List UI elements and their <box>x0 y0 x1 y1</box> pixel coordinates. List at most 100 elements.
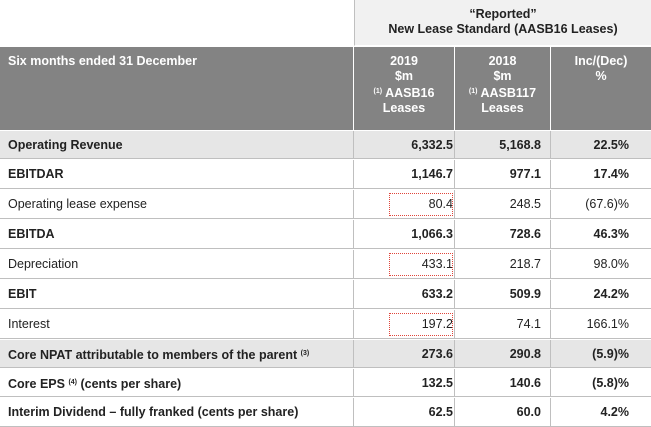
value-2018: 977.1 <box>509 167 541 181</box>
column-divider <box>353 131 354 159</box>
row-label-text: EBITDAR <box>8 167 64 181</box>
row-label-text: Core EPS <box>8 377 65 391</box>
row-label: Interest <box>8 310 50 339</box>
value-2019: 273.6 <box>421 347 453 361</box>
value-2019: 433.1 <box>421 257 453 271</box>
column-divider <box>454 310 455 339</box>
row-label: Operating lease expense <box>8 190 147 219</box>
column-divider <box>454 250 455 279</box>
row-label-text: Core NPAT attributable to members of the… <box>8 348 298 362</box>
header-divider <box>550 47 551 130</box>
value-change: 166.1% <box>586 317 629 331</box>
header-col-2018: 2018 $m (1) AASB117 Leases <box>455 54 550 116</box>
value-2019: 1,066.3 <box>411 227 453 241</box>
value-change: 22.5% <box>593 138 629 152</box>
row-label-text: Depreciation <box>8 257 79 271</box>
footnote-marker: (3) <box>300 350 310 357</box>
table-row: Interim Dividend – fully franked (cents … <box>0 398 651 427</box>
row-label: Depreciation <box>8 250 78 279</box>
value-2018: 290.8 <box>509 347 541 361</box>
value-2018: 5,168.8 <box>499 138 541 152</box>
row-label: Core EPS (4) (cents per share) <box>8 369 181 398</box>
header-divider <box>454 47 455 130</box>
column-divider <box>550 398 551 427</box>
row-label-text: Operating Revenue <box>8 138 123 152</box>
table-row: EBITDA 1,066.3 728.6 46.3% <box>0 220 651 249</box>
highlight-box <box>389 193 453 216</box>
value-2018: 728.6 <box>509 227 541 241</box>
reported-header-line2: New Lease Standard (AASB16 Leases) <box>388 22 618 36</box>
table-row: Interest 197.2 74.1 166.1% <box>0 310 651 339</box>
value-change: 46.3% <box>593 227 629 241</box>
row-label: Interim Dividend – fully franked (cents … <box>8 398 298 427</box>
table-header: Six months ended 31 December 2019 $m (1)… <box>0 47 651 130</box>
value-2018: 509.9 <box>509 287 541 301</box>
header-2019-unit: $m <box>394 69 414 83</box>
reported-header: “Reported” New Lease Standard (AASB16 Le… <box>354 0 651 46</box>
footnote-marker: (1) <box>468 88 478 95</box>
column-divider <box>454 160 455 189</box>
column-divider <box>550 190 551 219</box>
header-change-label: Inc/(Dec) <box>574 54 628 68</box>
column-divider <box>454 398 455 427</box>
header-period-label: Six months ended 31 December <box>8 54 197 68</box>
row-label: Core NPAT attributable to members of the… <box>8 340 309 369</box>
value-2019: 132.5 <box>421 376 453 390</box>
column-divider <box>353 398 354 427</box>
header-col-2019: 2019 $m (1) AASB16 Leases <box>354 54 454 116</box>
header-2018-leases: Leases <box>481 101 524 115</box>
row-label-text: EBITDA <box>8 227 55 241</box>
column-divider <box>454 340 455 368</box>
value-change: 4.2% <box>600 405 630 419</box>
value-change: (67.6)% <box>585 197 629 211</box>
header-2018-standard: (1) AASB117 <box>455 84 550 101</box>
column-divider <box>550 280 551 309</box>
value-2018: 140.6 <box>509 376 541 390</box>
value-change: 17.4% <box>593 167 629 181</box>
value-2019: 62.5 <box>428 405 453 419</box>
table-row: EBITDAR 1,146.7 977.1 17.4% <box>0 160 651 189</box>
header-2018-year: 2018 <box>488 54 517 68</box>
value-2018: 60.0 <box>516 405 541 419</box>
column-divider <box>550 160 551 189</box>
column-divider <box>454 220 455 249</box>
column-divider <box>550 310 551 339</box>
header-2018-unit: $m <box>493 69 512 83</box>
column-divider <box>454 190 455 219</box>
value-2019: 80.4 <box>428 197 453 211</box>
value-change: 24.2% <box>593 287 629 301</box>
value-2018: 248.5 <box>509 197 541 211</box>
column-divider <box>550 369 551 397</box>
row-label: Operating Revenue <box>8 131 123 159</box>
table-row: EBIT 633.2 509.9 24.2% <box>0 280 651 309</box>
column-divider <box>353 190 354 219</box>
column-divider <box>550 220 551 249</box>
column-divider <box>353 250 354 279</box>
header-2019-leases: Leases <box>382 101 426 115</box>
column-divider <box>454 131 455 159</box>
column-divider <box>550 131 551 159</box>
footnote-marker: (1) <box>373 88 383 95</box>
header-2018-standard-text: AASB117 <box>480 86 537 100</box>
table-row: Core NPAT attributable to members of the… <box>0 340 651 368</box>
highlight-box <box>389 253 453 276</box>
row-label-text: Operating lease expense <box>8 197 147 211</box>
table-row: Operating lease expense 80.4 248.5 (67.6)% <box>0 190 651 219</box>
value-change: (5.8)% <box>592 376 629 390</box>
row-label-text: Interest <box>8 317 50 331</box>
value-2019: 6,332.5 <box>411 138 453 152</box>
value-change: 98.0% <box>593 257 629 271</box>
column-divider <box>550 250 551 279</box>
row-label: EBIT <box>8 280 36 309</box>
reported-header-line1: “Reported” <box>469 7 537 21</box>
value-2019: 633.2 <box>421 287 453 301</box>
column-divider <box>353 369 354 397</box>
table-row: Depreciation 433.1 218.7 98.0% <box>0 250 651 279</box>
column-divider <box>353 340 354 368</box>
table-row: Core EPS (4) (cents per share) 132.5 140.6… <box>0 369 651 397</box>
row-label-suffix: (cents per share) <box>77 377 182 391</box>
highlight-box <box>389 313 453 336</box>
header-2019-standard: (1) AASB16 <box>354 84 454 101</box>
column-divider <box>454 369 455 397</box>
